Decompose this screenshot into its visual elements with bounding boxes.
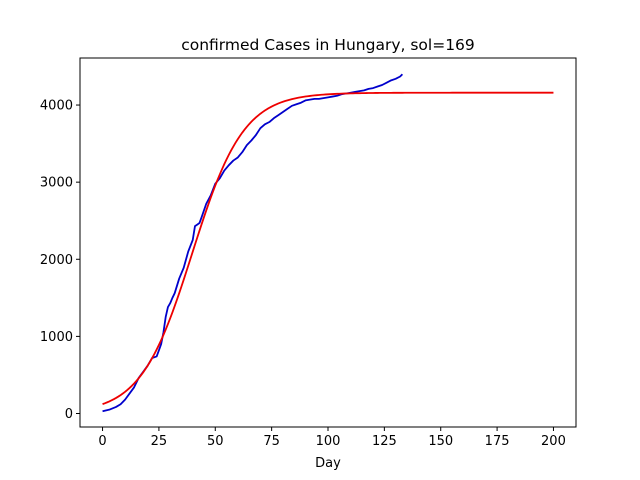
y-tick-label: 4000 <box>40 99 73 114</box>
x-tick-label: 50 <box>207 434 224 449</box>
chart-title: confirmed Cases in Hungary, sol=169 <box>181 36 475 54</box>
x-tick-label: 0 <box>98 434 106 449</box>
x-tick-label: 125 <box>372 434 397 449</box>
x-axis-label: Day <box>315 456 341 471</box>
x-tick-label: 100 <box>316 434 341 449</box>
plot-area <box>102 73 554 413</box>
x-tick-label: 200 <box>541 434 566 449</box>
x-tick-label: 25 <box>151 434 168 449</box>
y-tick-label: 0 <box>65 407 73 422</box>
y-tick-label: 2000 <box>40 253 73 268</box>
series-line-fit <box>102 91 554 405</box>
x-tick-label: 150 <box>428 434 453 449</box>
y-tick-label: 3000 <box>40 176 73 191</box>
y-tick-label: 1000 <box>40 330 73 345</box>
x-tick-label: 175 <box>485 434 510 449</box>
x-tick-label: 75 <box>263 434 280 449</box>
